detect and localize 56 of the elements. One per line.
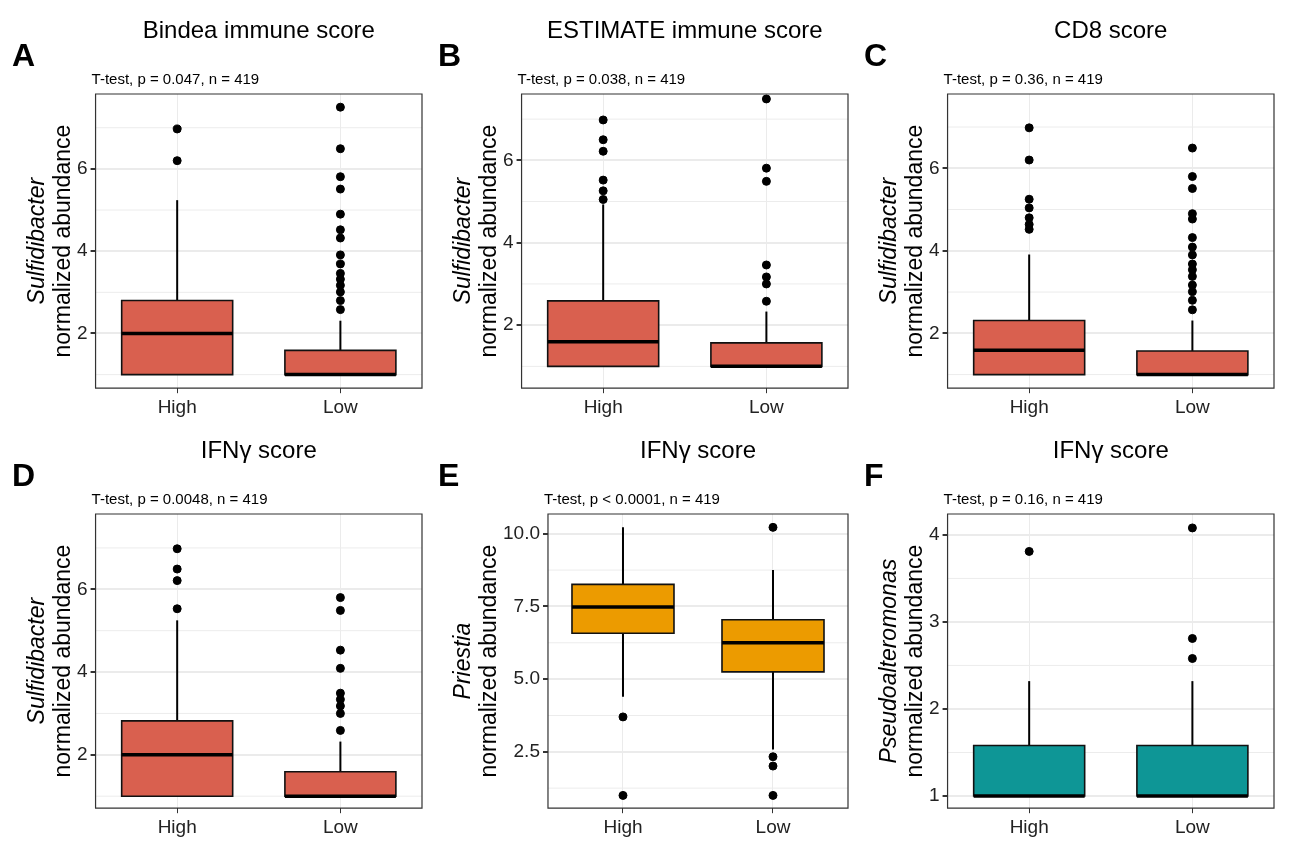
y-tick-label: 6 [76,157,88,179]
y-tick-label: 2 [928,321,940,343]
x-tick-label: Low [1174,395,1211,417]
chart-subtitle: T-test, p < 0.0001, n = 419 [543,490,720,507]
x-tick-label: Low [755,815,791,837]
text: C [864,37,888,73]
y-tick-label: 4 [76,239,88,261]
x-tick-label: High [1009,395,1049,417]
chart-subtitle: T-test, p = 0.0048, n = 419 [91,490,268,507]
y-axis-title: Sulfidibacter normalized abundance [23,544,75,778]
y-tick-label: 6 [502,148,514,170]
y-axis-title: Sulfidibacter normalized abundance [449,124,501,358]
chart-title: IFNγ score [200,436,317,463]
y-axis-title: Pseudoalteromonas normalized abundance [875,544,927,778]
y-axis-title: Sulfidibacter normalized abundance [23,124,75,358]
chart-title: CD8 score [1054,16,1168,43]
y-tick-label: 4 [928,239,940,261]
text: E [438,457,460,493]
chart-subtitle: T-test, p = 0.36, n = 419 [943,70,1103,87]
chart-title: IFNγ score [639,436,756,463]
y-tick-label: 7.5 [513,594,540,616]
y-axis-title: Priestia normalized abundance [449,544,501,778]
chart-subtitle: T-test, p = 0.047, n = 419 [91,70,260,87]
y-tick-label: 2 [76,743,88,765]
y-tick-label: 5.0 [513,667,540,689]
x-tick-label: Low [748,395,785,417]
x-tick-label: High [157,815,197,837]
chart-subtitle: T-test, p = 0.038, n = 419 [517,70,686,87]
x-tick-label: High [583,395,623,417]
chart-subtitle: T-test, p = 0.16, n = 419 [943,490,1103,507]
x-tick-label: Low [322,815,359,837]
y-tick-label: 6 [76,577,88,599]
y-tick-label: 2.5 [513,740,540,762]
chart-title: ESTIMATE immune score [546,16,823,43]
x-tick-label: Low [322,395,359,417]
x-tick-label: Low [1174,815,1211,837]
y-tick-label: 2 [502,313,514,335]
y-tick-label: 1 [928,784,940,806]
y-tick-label: 4 [928,523,940,545]
text: B [438,37,462,73]
chart-title: IFNγ score [1052,436,1169,463]
y-axis-title: Sulfidibacter normalized abundance [875,124,927,358]
x-tick-label: High [603,815,643,837]
y-tick-label: 2 [928,697,940,719]
y-tick-label: 2 [76,321,88,343]
x-tick-label: High [157,395,197,417]
y-tick-label: 10.0 [503,522,540,543]
text: A [12,37,36,73]
text: F [864,457,884,493]
y-tick-label: 4 [502,230,514,252]
chart-title: Bindea immune score [142,16,375,43]
y-tick-label: 4 [76,660,88,682]
x-tick-label: High [1009,815,1049,837]
y-tick-label: 3 [928,610,940,632]
y-tick-label: 6 [928,156,940,178]
text: D [12,457,36,493]
